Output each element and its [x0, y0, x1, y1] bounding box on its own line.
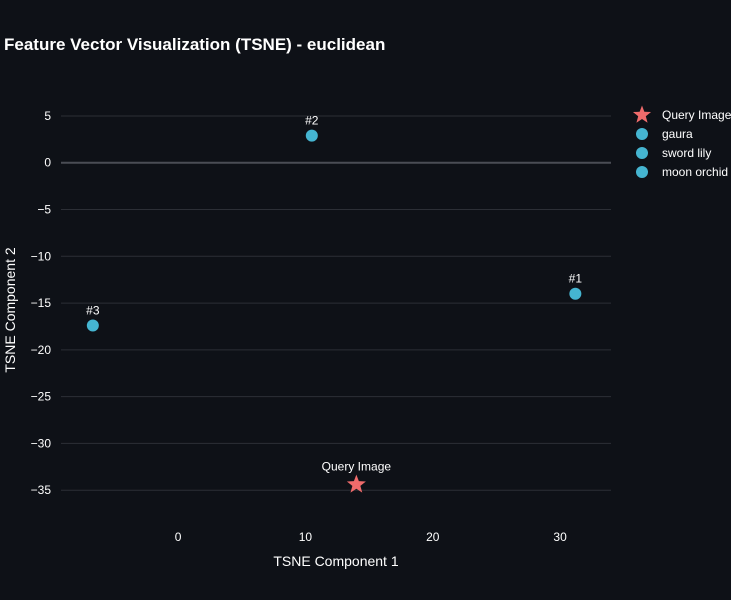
chart-title: Feature Vector Visualization (TSNE) - eu…	[4, 35, 385, 54]
legend-circle-icon	[636, 128, 648, 140]
x-tick-label: 10	[299, 530, 313, 544]
y-tick-label: −35	[31, 483, 52, 497]
legend-item-label[interactable]: moon orchid	[662, 165, 728, 179]
y-tick-label: −25	[31, 390, 52, 404]
y-tick-label: 0	[44, 156, 51, 170]
y-tick-label: −10	[31, 249, 52, 263]
grid-lines	[61, 115, 611, 491]
x-tick-label: 30	[553, 530, 567, 544]
query-star-marker[interactable]	[346, 474, 366, 493]
legend[interactable]: Query Image gaura sword lily moon orchid	[632, 105, 731, 180]
legend-item-label[interactable]: gaura	[662, 127, 693, 141]
y-tick-label: −15	[31, 296, 52, 310]
y-tick-label: −30	[31, 436, 52, 450]
point-marker[interactable]	[569, 287, 582, 300]
point-marker[interactable]	[86, 319, 99, 332]
legend-circle-icon	[636, 147, 648, 159]
legend-star-icon	[632, 105, 652, 123]
y-tick-label: −20	[31, 343, 52, 357]
point-marker[interactable]	[305, 129, 318, 142]
point-label: Query Image	[322, 460, 392, 474]
y-axis-label: TSNE Component 2	[2, 247, 18, 372]
y-tick-label: 5	[44, 109, 51, 123]
y-tick-label: −5	[37, 203, 51, 217]
legend-item-label[interactable]: sword lily	[662, 146, 711, 160]
data-points: Query Image #1 #2 #3	[86, 114, 582, 493]
x-tick-labels: 0 10 20 30	[175, 530, 567, 544]
x-axis-label: TSNE Component 1	[273, 553, 398, 569]
legend-circle-icon	[636, 166, 648, 178]
point-label: #3	[86, 304, 100, 318]
point-label: #2	[305, 114, 319, 128]
point-label: #1	[569, 272, 583, 286]
legend-item-label[interactable]: Query Image	[662, 108, 731, 122]
x-tick-label: 20	[426, 530, 440, 544]
y-tick-labels: 5 0 −5 −10 −15 −20 −25 −30 −35	[31, 109, 52, 497]
x-tick-label: 0	[175, 530, 182, 544]
